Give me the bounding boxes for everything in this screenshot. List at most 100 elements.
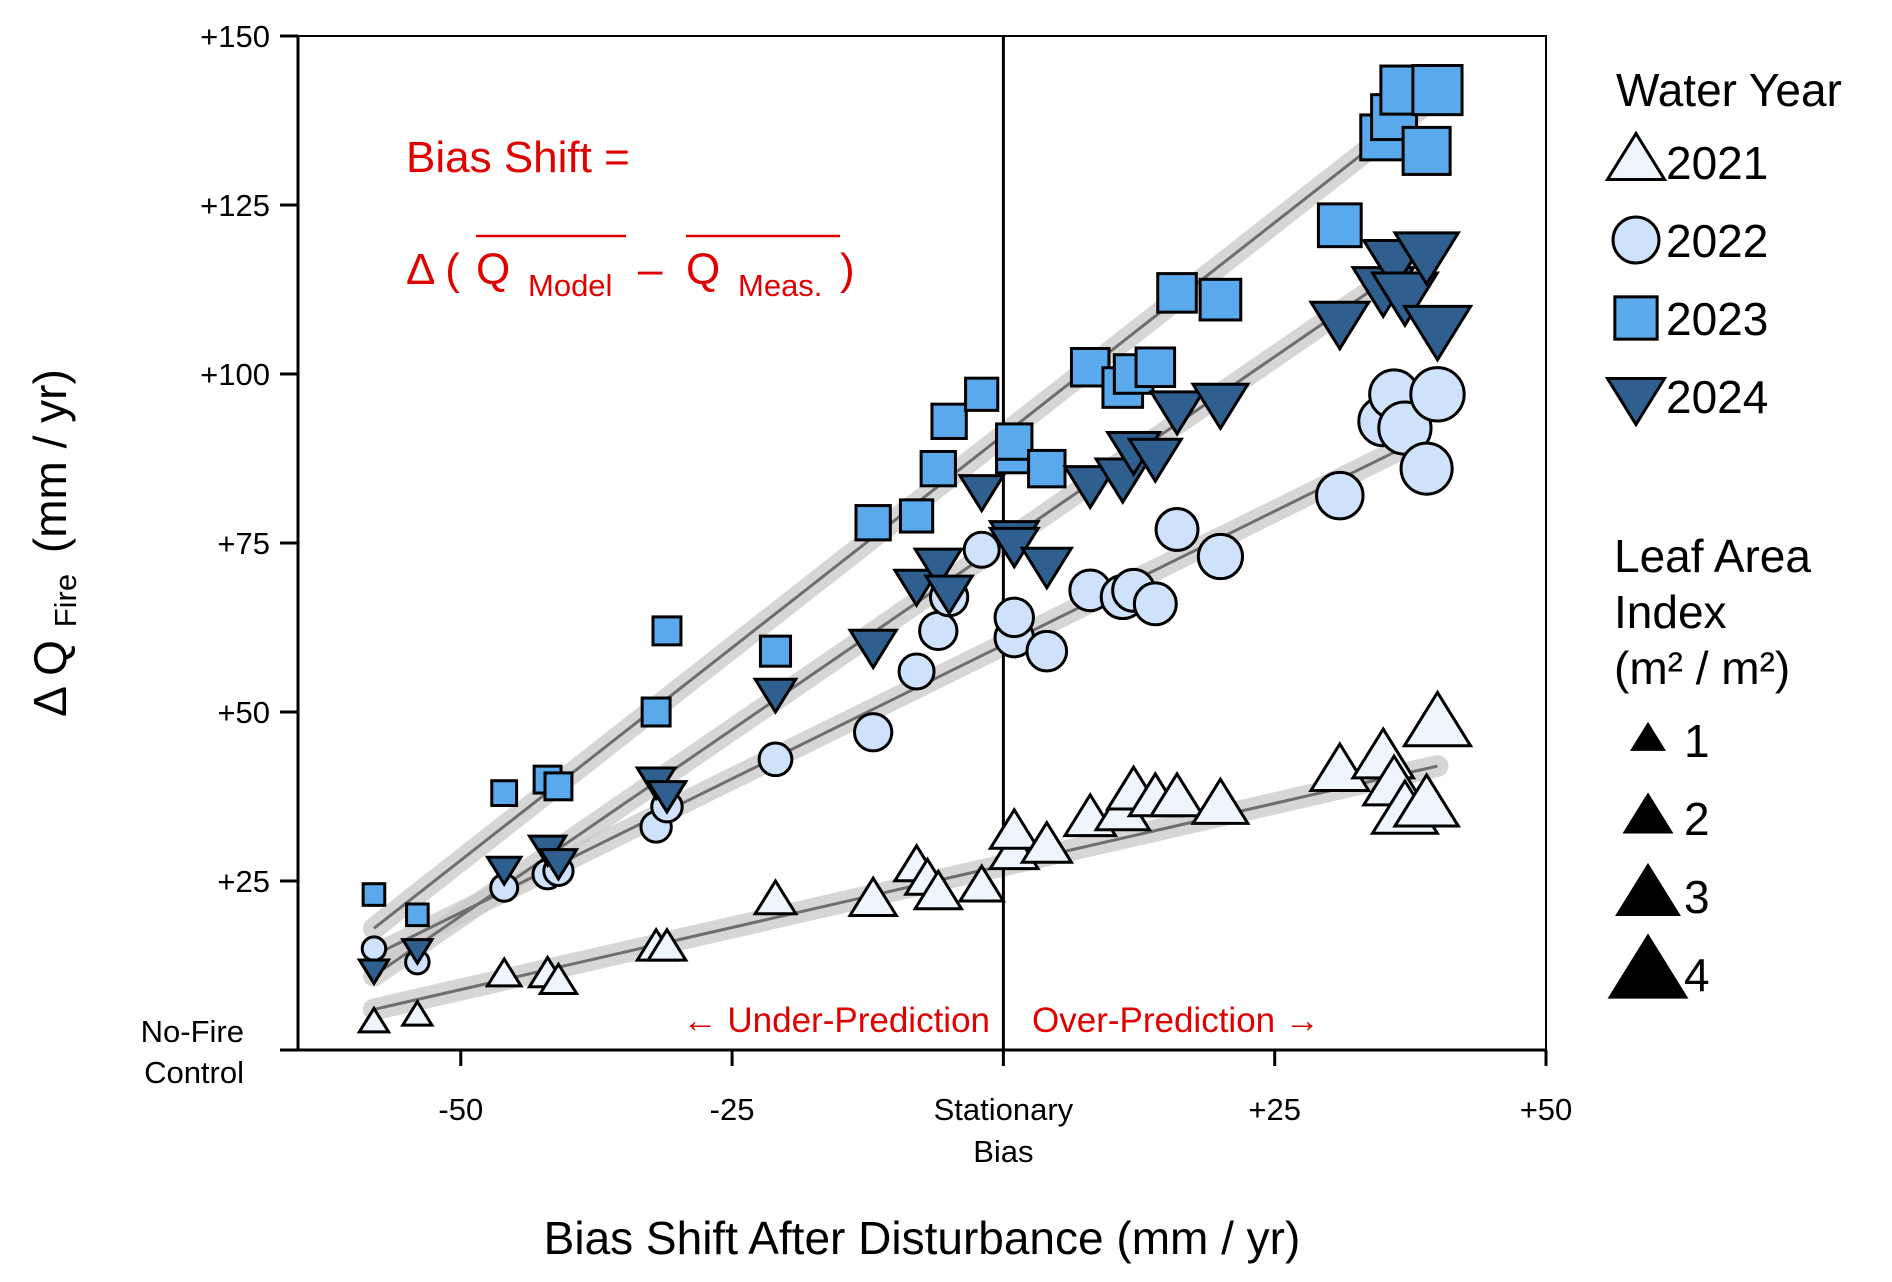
point-2022 — [918, 610, 959, 652]
point-2021 — [912, 868, 965, 911]
legend-marker-2022 — [1611, 215, 1661, 265]
formula-close-paren: ) — [840, 245, 855, 294]
point-2022 — [962, 530, 1001, 569]
y-tick-label: +150 — [200, 19, 270, 54]
point-2024 — [752, 677, 799, 715]
point-2022 — [360, 935, 388, 962]
point-2023 — [854, 504, 892, 542]
point-2023 — [490, 779, 519, 808]
legend-marker-2024 — [1604, 377, 1668, 428]
point-2022 — [1025, 629, 1069, 673]
point-2023 — [1401, 125, 1452, 176]
point-2021 — [1190, 776, 1251, 825]
point-2023 — [898, 498, 935, 534]
point-2022 — [897, 652, 936, 691]
x-axis-title: Bias Shift After Disturbance (mm / yr) — [544, 1212, 1301, 1264]
point-2022 — [1132, 581, 1178, 627]
point-2024 — [537, 848, 580, 882]
leaf-area-index-legend: 1 2 3 4 — [1607, 715, 1710, 1001]
legend-title-water-year: Water Year — [1616, 64, 1842, 116]
formula-delta: Δ ( — [406, 245, 460, 294]
legend-marker-2023 — [1613, 295, 1659, 341]
y-axis-title: Δ Q Fire (mm / yr) — [24, 369, 86, 717]
point-2023 — [1198, 277, 1243, 322]
series-2021-points — [356, 689, 1474, 1034]
bias-shift-title: Bias Shift = — [406, 133, 630, 182]
point-2023 — [964, 376, 1000, 412]
point-2021 — [847, 875, 899, 917]
x-axis-ticks: -50 -25 Stationary Bias +25 +50 — [438, 1050, 1572, 1169]
legend-title-lai-line-1: Leaf Area — [1614, 530, 1811, 582]
point-2024 — [1126, 437, 1184, 484]
point-2023 — [919, 449, 957, 488]
point-2024 — [923, 574, 975, 617]
point-2021 — [537, 961, 580, 996]
formula-model-subscript: Model — [528, 268, 612, 303]
lai-legend-marker-2 — [1622, 792, 1674, 834]
point-2024 — [912, 547, 965, 590]
point-2021 — [987, 806, 1041, 850]
legend-label-2022: 2022 — [1666, 215, 1768, 267]
formula-minus: – — [638, 245, 663, 294]
y-tick-label: +75 — [217, 526, 270, 561]
point-2024 — [1148, 390, 1206, 437]
point-2024 — [645, 780, 689, 815]
data-points — [356, 64, 1474, 1034]
point-2024 — [1019, 546, 1075, 591]
lai-legend-label-2: 2 — [1684, 793, 1710, 845]
point-2021 — [400, 998, 435, 1027]
lai-legend-marker-3 — [1615, 862, 1681, 917]
point-2024 — [1308, 300, 1372, 352]
point-2023 — [1027, 448, 1067, 489]
lai-legend-marker-4 — [1607, 933, 1689, 999]
point-2021 — [645, 926, 689, 962]
bias-shift-formula: Δ ( Q Model – Q Meas. ) — [406, 234, 855, 303]
point-2021 — [957, 863, 1007, 903]
point-2023 — [1316, 202, 1363, 249]
lai-legend-label-4: 4 — [1684, 949, 1710, 1001]
point-2023 — [361, 882, 387, 907]
point-2022 — [853, 712, 894, 753]
point-2022 — [1409, 366, 1466, 423]
point-2022 — [1154, 507, 1200, 552]
point-2021 — [752, 878, 799, 916]
point-2023 — [405, 902, 430, 928]
point-2023 — [930, 402, 968, 440]
lai-legend-label-3: 3 — [1684, 871, 1710, 923]
point-2024 — [1401, 304, 1474, 363]
point-2022 — [1399, 441, 1454, 496]
series-2024-points — [356, 231, 1474, 987]
x-tick-label: -25 — [710, 1092, 755, 1127]
legend-label-2021: 2021 — [1666, 137, 1768, 189]
point-2024 — [484, 855, 524, 888]
legend: Water Year 2021 2022 2023 2024 Leaf Area In… — [1604, 64, 1842, 1001]
point-2023 — [651, 615, 683, 647]
point-2021 — [1019, 819, 1075, 864]
point-2024 — [1392, 231, 1462, 287]
formula-q-meas: Q — [686, 245, 720, 294]
lai-legend-label-1: 1 — [1684, 715, 1710, 767]
water-year-legend: 2021 2022 2023 2024 — [1604, 130, 1768, 428]
legend-marker-2021 — [1604, 130, 1668, 181]
point-2022 — [993, 596, 1035, 639]
point-2022 — [1196, 532, 1245, 581]
y-tick-label: No-Fire — [141, 1014, 244, 1049]
legend-title-lai-line-3: (m² / m²) — [1614, 642, 1790, 694]
series-2023-points — [361, 64, 1464, 928]
point-2023 — [995, 422, 1034, 461]
y-axis-title-prefix: Δ Q — [24, 640, 76, 717]
formula-meas-subscript: Meas. — [738, 268, 822, 303]
lai-legend-marker-1 — [1630, 721, 1666, 751]
point-2021 — [484, 956, 524, 988]
y-axis-ticks: No-Fire Control +25 +50 +75 +100 +125 +150 — [141, 19, 298, 1090]
x-tick-label: +50 — [1520, 1092, 1573, 1127]
point-2024 — [1062, 465, 1119, 511]
y-axis-title-subscript: Fire — [48, 574, 83, 627]
x-tick-label: +25 — [1248, 1092, 1301, 1127]
formula-q-model: Q — [476, 245, 510, 294]
point-2023 — [1156, 272, 1198, 314]
point-2023 — [758, 634, 793, 668]
y-axis-title-suffix: (mm / yr) — [24, 369, 76, 553]
point-2024 — [957, 474, 1007, 514]
y-tick-label: +100 — [200, 357, 270, 392]
